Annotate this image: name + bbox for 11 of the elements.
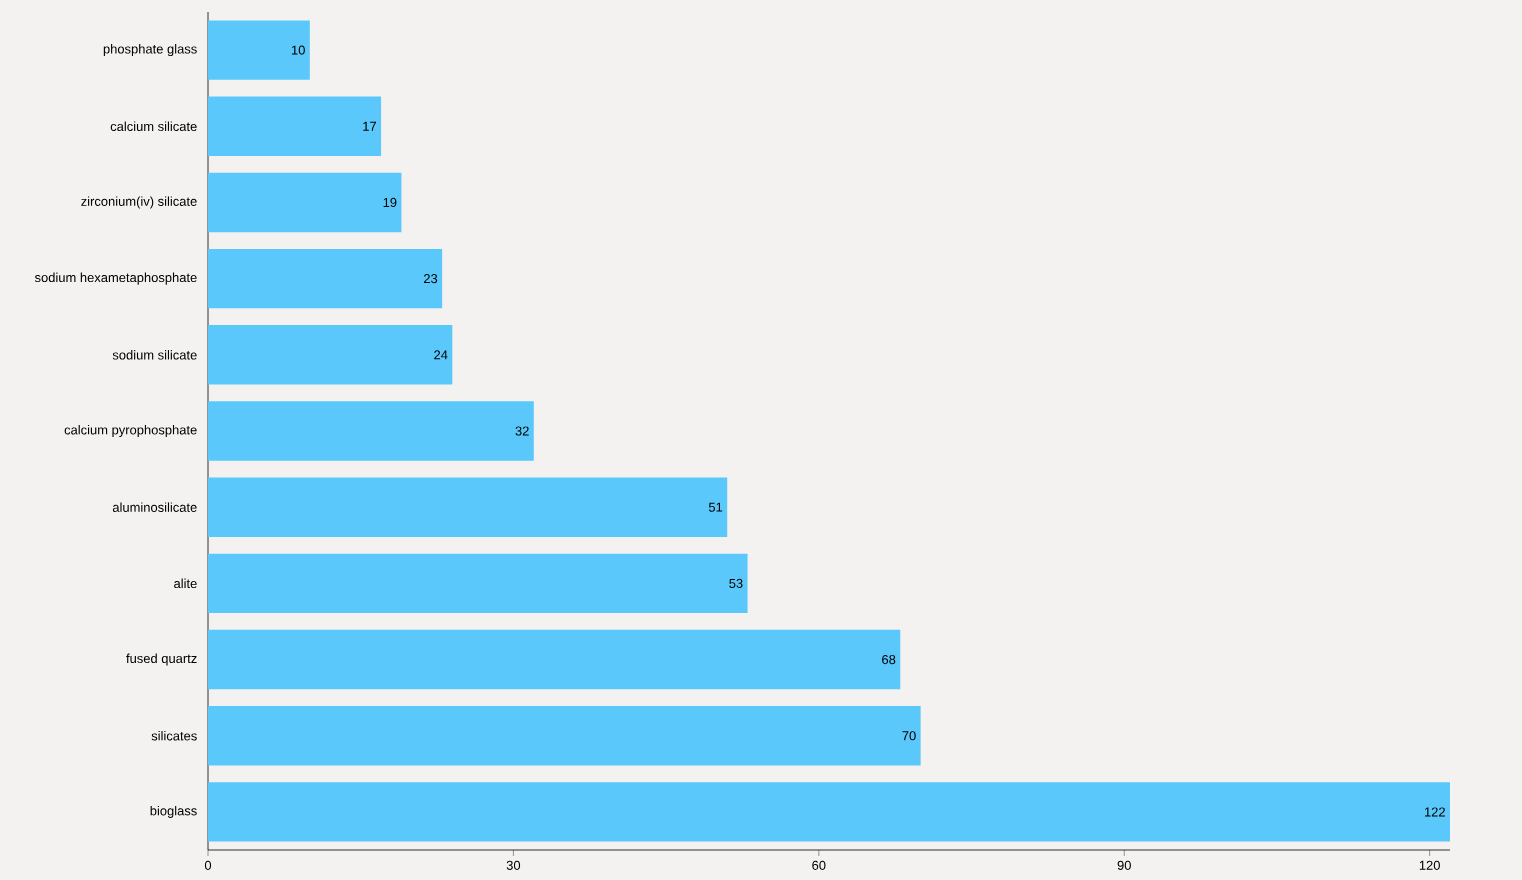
bar xyxy=(208,782,1451,842)
bar xyxy=(208,553,748,614)
bar xyxy=(208,172,402,233)
bar xyxy=(208,325,453,385)
bar xyxy=(208,248,443,309)
bar xyxy=(208,20,310,80)
bar xyxy=(208,629,901,690)
bar xyxy=(208,96,382,156)
bar xyxy=(208,401,534,461)
bar xyxy=(208,706,921,766)
bar xyxy=(208,477,728,537)
